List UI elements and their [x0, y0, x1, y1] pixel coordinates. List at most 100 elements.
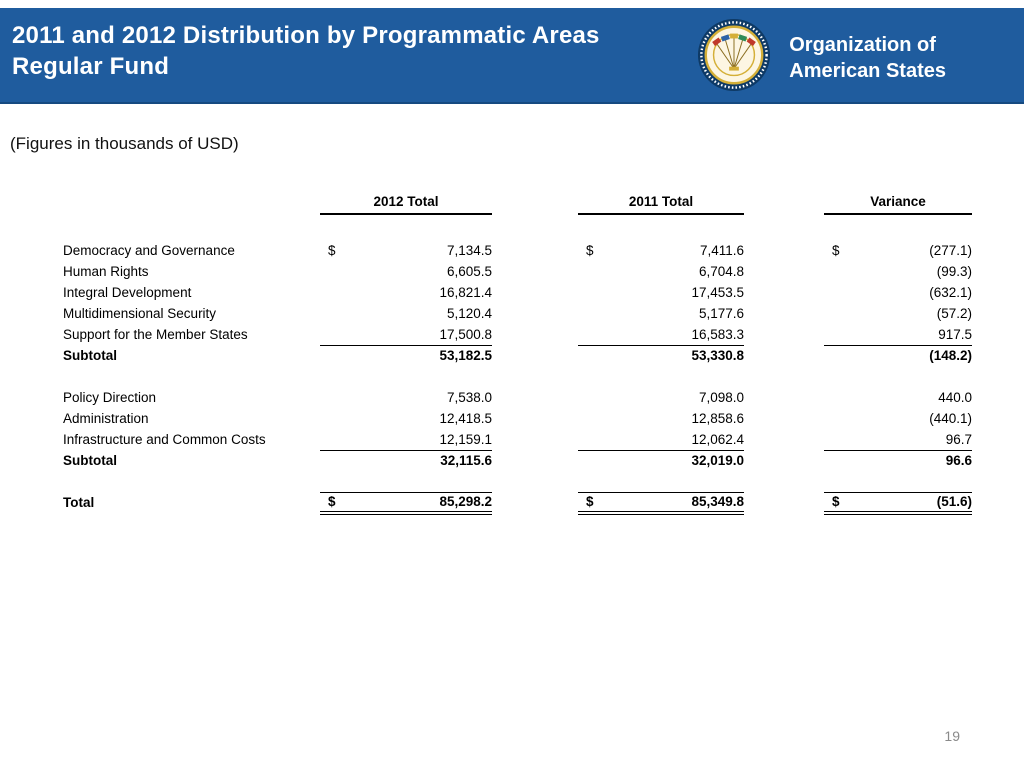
cell-variance: 96.7 — [824, 429, 972, 451]
dollar-sign: $ — [832, 243, 840, 258]
cell-value: 7,134.5 — [446, 243, 492, 258]
table-row: Multidimensional Security 5,120.4 5,177.… — [63, 303, 972, 324]
cell-2012: 6,605.5 — [320, 261, 492, 282]
spacer-row — [63, 366, 972, 387]
table-row: Infrastructure and Common Costs 12,159.1… — [63, 429, 972, 451]
org-name-line-1: Organization of — [789, 33, 936, 56]
cell-value: 12,159.1 — [439, 431, 492, 447]
subtotal-row: Subtotal 32,115.6 32,019.0 96.6 — [63, 450, 972, 471]
header-bar: 2011 and 2012 Distribution by Programmat… — [0, 8, 1024, 104]
cell-value: (632.1) — [929, 285, 972, 300]
cell-value: 7,538.0 — [446, 390, 492, 405]
cell-value: 85,298.2 — [439, 494, 492, 510]
cell-2011: 17,453.5 — [578, 282, 744, 303]
cell-value: 96.6 — [945, 453, 972, 469]
cell-variance: $ (277.1) — [824, 240, 972, 261]
cell-value: 17,453.5 — [691, 285, 744, 300]
row-label: Subtotal — [63, 348, 117, 363]
table-row: Integral Development 16,821.4 17,453.5 (… — [63, 282, 972, 303]
cell-2012: 5,120.4 — [320, 303, 492, 324]
row-label: Subtotal — [63, 453, 117, 468]
column-header-2011-total: 2011 Total — [578, 190, 744, 215]
cell-value: 5,177.6 — [698, 306, 744, 321]
cell-value: (148.2) — [929, 348, 972, 364]
cell-2011: 32,019.0 — [578, 450, 744, 471]
cell-variance: $ (51.6) — [824, 491, 972, 515]
cell-2012: $85,298.2 — [320, 491, 492, 515]
dollar-sign: $ — [832, 494, 840, 510]
cell-value: 53,182.5 — [439, 348, 492, 364]
cell-value: 7,098.0 — [698, 390, 744, 405]
cell-value: 6,605.5 — [446, 264, 492, 279]
cell-value: (277.1) — [929, 243, 972, 258]
row-label: Democracy and Governance — [63, 243, 235, 258]
cell-value: 12,858.6 — [691, 411, 744, 426]
subtotal-row: Subtotal 53,182.5 53,330.8 (148.2) — [63, 345, 972, 366]
cell-value: 16,821.4 — [439, 285, 492, 300]
cell-value: (57.2) — [936, 306, 972, 321]
cell-value: 12,062.4 — [691, 431, 744, 447]
oas-logo: Organization of American States — [697, 18, 946, 97]
cell-value: 440.0 — [938, 390, 972, 405]
cell-value: 917.5 — [938, 326, 972, 342]
row-label: Total — [63, 495, 95, 510]
cell-value: 85,349.8 — [691, 494, 744, 510]
cell-value: 17,500.8 — [439, 326, 492, 342]
cell-2012: 32,115.6 — [320, 450, 492, 471]
row-label: Multidimensional Security — [63, 306, 217, 321]
cell-2011: 12,062.4 — [578, 429, 744, 451]
cell-2011: $7,411.6 — [578, 240, 744, 261]
row-label: Administration — [63, 411, 149, 426]
row-label: Integral Development — [63, 285, 192, 300]
table-row: Policy Direction 7,538.0 7,098.0 440.0 — [63, 387, 972, 408]
cell-value: 16,583.3 — [691, 326, 744, 342]
cell-value: 32,115.6 — [440, 453, 492, 469]
dollar-sign: $ — [328, 494, 336, 510]
cell-2012: 12,418.5 — [320, 408, 492, 429]
cell-2011: 6,704.8 — [578, 261, 744, 282]
column-header-variance: Variance — [824, 190, 972, 215]
cell-2011: $85,349.8 — [578, 491, 744, 515]
table-header-row: 2012 Total 2011 Total Variance — [63, 190, 972, 215]
cell-value: 53,330.8 — [691, 348, 744, 364]
cell-2012: 12,159.1 — [320, 429, 492, 451]
dollar-sign: $ — [328, 243, 336, 258]
spacer-row — [63, 471, 972, 492]
page-title: 2011 and 2012 Distribution by Programmat… — [0, 8, 1024, 82]
row-label: Support for the Member States — [63, 327, 248, 342]
cell-value: (99.3) — [936, 264, 972, 279]
row-label: Human Rights — [63, 264, 149, 279]
cell-2011: 7,098.0 — [578, 387, 744, 408]
figures-note: (Figures in thousands of USD) — [10, 134, 239, 153]
cell-variance: (99.3) — [824, 261, 972, 282]
cell-variance: 96.6 — [824, 450, 972, 471]
oas-seal-icon — [697, 18, 771, 97]
column-header-2012-total: 2012 Total — [320, 190, 492, 215]
cell-2011: 5,177.6 — [578, 303, 744, 324]
cell-variance: 440.0 — [824, 387, 972, 408]
total-row: Total $85,298.2 $85,349.8 $ (51.6) — [63, 491, 972, 515]
row-label: Policy Direction — [63, 390, 157, 405]
cell-value: 5,120.4 — [446, 306, 492, 321]
cell-variance: (148.2) — [824, 345, 972, 366]
cell-variance: (632.1) — [824, 282, 972, 303]
org-name: Organization of American States — [789, 32, 946, 84]
row-label: Infrastructure and Common Costs — [63, 432, 266, 447]
cell-variance: (440.1) — [824, 408, 972, 429]
table-gap-row — [63, 214, 972, 240]
cell-2011: 12,858.6 — [578, 408, 744, 429]
cell-value: 6,704.8 — [698, 264, 744, 279]
financial-table: 2012 Total 2011 Total Variance Democracy… — [63, 190, 972, 515]
org-name-line-2: American States — [789, 59, 946, 82]
cell-2012: $7,134.5 — [320, 240, 492, 261]
table-row: Administration 12,418.5 12,858.6 (440.1) — [63, 408, 972, 429]
cell-value: (51.6) — [936, 494, 972, 510]
dollar-sign: $ — [586, 243, 594, 258]
cell-value: 32,019.0 — [691, 453, 744, 469]
cell-value: (440.1) — [929, 411, 972, 426]
dollar-sign: $ — [586, 494, 594, 510]
table-row: Human Rights 6,605.5 6,704.8 (99.3) — [63, 261, 972, 282]
cell-variance: (57.2) — [824, 303, 972, 324]
table-row: Support for the Member States 17,500.8 1… — [63, 324, 972, 346]
